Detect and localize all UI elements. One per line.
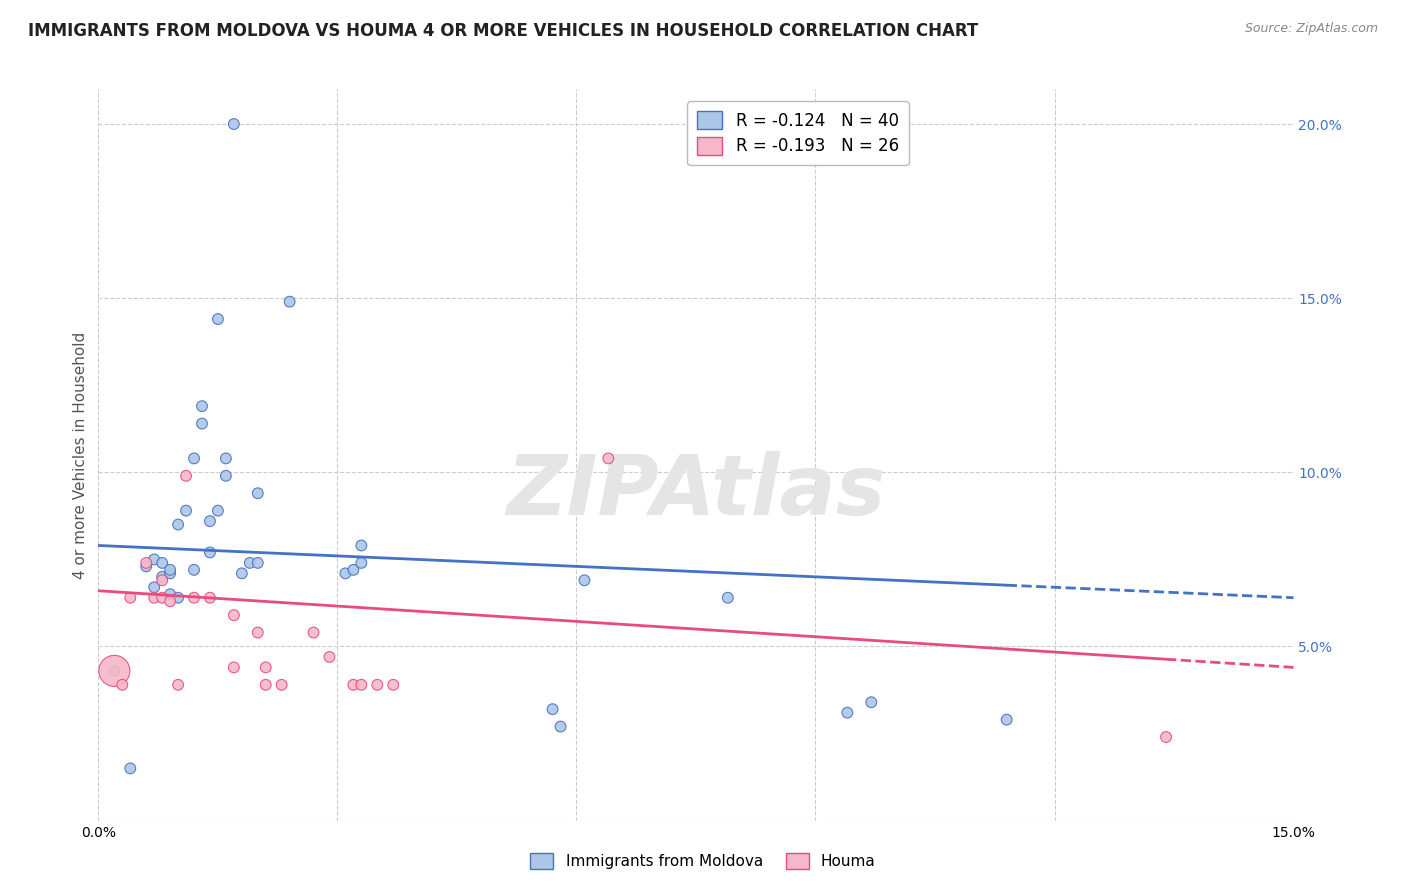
Point	[366, 678, 388, 692]
Point	[198, 591, 221, 605]
Point	[191, 417, 214, 431]
Point	[103, 664, 125, 678]
Point	[342, 678, 364, 692]
Legend: R = -0.124   N = 40, R = -0.193   N = 26: R = -0.124 N = 40, R = -0.193 N = 26	[688, 101, 908, 165]
Point	[222, 608, 245, 623]
Point	[350, 539, 373, 553]
Point	[231, 566, 253, 581]
Text: Source: ZipAtlas.com: Source: ZipAtlas.com	[1244, 22, 1378, 36]
Point	[143, 591, 166, 605]
Point	[254, 660, 277, 674]
Point	[207, 312, 229, 326]
Point	[335, 566, 357, 581]
Point	[215, 468, 238, 483]
Point	[167, 591, 190, 605]
Point	[270, 678, 292, 692]
Point	[382, 678, 405, 692]
Point	[995, 713, 1018, 727]
Point	[215, 451, 238, 466]
Point	[837, 706, 859, 720]
Point	[159, 587, 181, 601]
Point	[541, 702, 564, 716]
Point	[183, 451, 205, 466]
Point	[120, 761, 142, 775]
Point	[222, 660, 245, 674]
Point	[246, 486, 269, 500]
Point	[183, 591, 205, 605]
Point	[574, 574, 596, 588]
Point	[150, 556, 173, 570]
Point	[150, 591, 173, 605]
Point	[135, 556, 157, 570]
Point	[246, 556, 269, 570]
Point	[222, 117, 245, 131]
Point	[342, 563, 364, 577]
Point	[143, 580, 166, 594]
Point	[302, 625, 325, 640]
Legend: Immigrants from Moldova, Houma: Immigrants from Moldova, Houma	[524, 847, 882, 875]
Point	[207, 503, 229, 517]
Point	[598, 451, 620, 466]
Point	[350, 678, 373, 692]
Point	[239, 556, 262, 570]
Point	[1154, 730, 1177, 744]
Point	[860, 695, 883, 709]
Point	[198, 545, 221, 559]
Point	[111, 678, 134, 692]
Text: IMMIGRANTS FROM MOLDOVA VS HOUMA 4 OR MORE VEHICLES IN HOUSEHOLD CORRELATION CHA: IMMIGRANTS FROM MOLDOVA VS HOUMA 4 OR MO…	[28, 22, 979, 40]
Point	[120, 591, 142, 605]
Point	[198, 514, 221, 528]
Point	[159, 594, 181, 608]
Point	[318, 649, 340, 664]
Point	[246, 625, 269, 640]
Point	[167, 517, 190, 532]
Point	[191, 399, 214, 413]
Point	[103, 664, 125, 678]
Point	[150, 574, 173, 588]
Point	[278, 294, 301, 309]
Point	[350, 556, 373, 570]
Point	[717, 591, 740, 605]
Point	[174, 468, 197, 483]
Point	[254, 678, 277, 692]
Point	[159, 563, 181, 577]
Point	[150, 570, 173, 584]
Point	[159, 566, 181, 581]
Point	[550, 720, 572, 734]
Point	[174, 503, 197, 517]
Point	[167, 678, 190, 692]
Point	[135, 559, 157, 574]
Point	[183, 563, 205, 577]
Point	[143, 552, 166, 566]
Y-axis label: 4 or more Vehicles in Household: 4 or more Vehicles in Household	[73, 331, 89, 579]
Text: ZIPAtlas: ZIPAtlas	[506, 451, 886, 532]
